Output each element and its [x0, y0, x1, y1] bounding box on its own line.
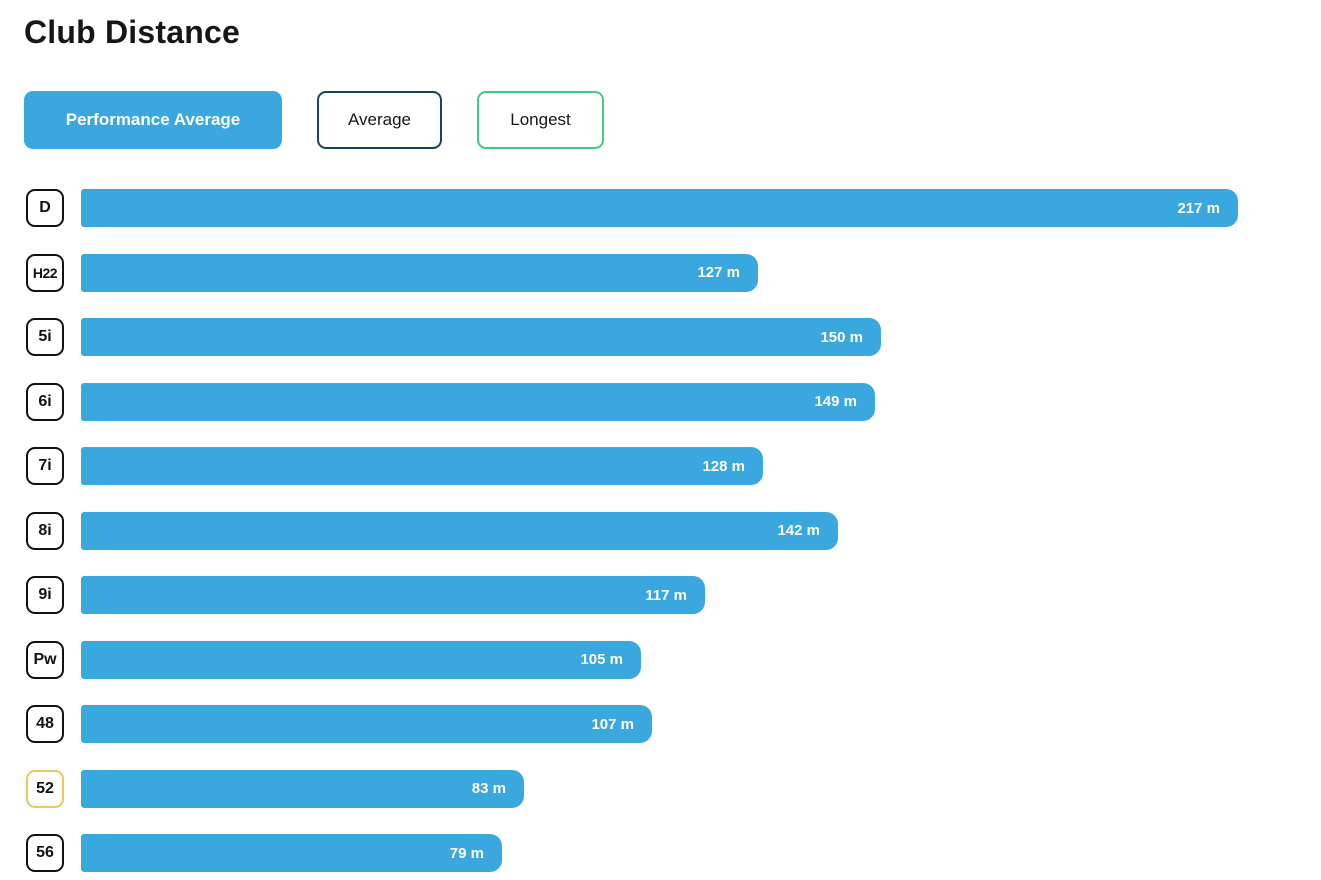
- filter-buttons: Performance Average Average Longest: [24, 91, 1321, 149]
- bar-track: 105 m: [81, 640, 1321, 679]
- bar-track: 117 m: [81, 576, 1321, 614]
- chart-row-d: D 217 m: [0, 189, 1321, 227]
- club-label-h22[interactable]: H22: [26, 253, 64, 292]
- chart-row-7i: 7i 128 m: [0, 447, 1321, 485]
- average-button[interactable]: Average: [317, 91, 442, 149]
- chart-row-h22: H22 127 m: [0, 253, 1321, 292]
- distance-bar-5i[interactable]: 150 m: [81, 318, 881, 356]
- bar-track: 217 m: [81, 189, 1321, 227]
- bar-value-label: 79 m: [449, 844, 484, 862]
- bar-value-label: 107 m: [591, 715, 634, 733]
- chart-row-9i: 9i 117 m: [0, 576, 1321, 614]
- club-label-9i[interactable]: 9i: [26, 576, 64, 614]
- bar-value-label: 217 m: [1177, 199, 1220, 217]
- club-label-d[interactable]: D: [26, 189, 64, 227]
- club-label-52[interactable]: 52: [26, 769, 64, 808]
- longest-button[interactable]: Longest: [477, 91, 604, 149]
- chart-row-8i: 8i 142 m: [0, 511, 1321, 550]
- distance-bar-d[interactable]: 217 m: [81, 189, 1238, 227]
- club-label-8i[interactable]: 8i: [26, 511, 64, 550]
- bar-track: 149 m: [81, 382, 1321, 421]
- chart-row-56: 56 79 m: [0, 834, 1321, 872]
- distance-bar-6i[interactable]: 149 m: [81, 382, 875, 421]
- distance-bar-48[interactable]: 107 m: [81, 705, 652, 743]
- bar-track: 128 m: [81, 447, 1321, 485]
- distance-bar-56[interactable]: 79 m: [81, 834, 502, 872]
- bar-value-label: 117 m: [645, 586, 687, 604]
- club-label-7i[interactable]: 7i: [26, 447, 64, 485]
- bar-track: 127 m: [81, 253, 1321, 292]
- club-label-56[interactable]: 56: [26, 834, 64, 872]
- club-distance-chart: D 217 m H22 127 m 5i 150 m 6i 149 m 7i 128 m 8i 142…: [0, 189, 1321, 872]
- distance-bar-7i[interactable]: 128 m: [81, 447, 763, 485]
- bar-value-label: 105 m: [580, 651, 623, 668]
- club-label-pw[interactable]: Pw: [26, 640, 64, 679]
- bar-track: 107 m: [81, 705, 1321, 743]
- bar-track: 150 m: [81, 318, 1321, 356]
- chart-row-52: 52 83 m: [0, 769, 1321, 808]
- bar-value-label: 128 m: [702, 457, 745, 475]
- bar-track: 142 m: [81, 511, 1321, 550]
- bar-value-label: 142 m: [777, 522, 820, 539]
- chart-row-5i: 5i 150 m: [0, 318, 1321, 356]
- page-title: Club Distance: [24, 14, 240, 50]
- distance-bar-52[interactable]: 83 m: [81, 769, 524, 808]
- bar-value-label: 149 m: [814, 393, 857, 410]
- distance-bar-9i[interactable]: 117 m: [81, 576, 705, 614]
- performance-average-button[interactable]: Performance Average: [24, 91, 282, 149]
- chart-row-pw: Pw 105 m: [0, 640, 1321, 679]
- club-label-48[interactable]: 48: [26, 705, 64, 743]
- bar-value-label: 150 m: [820, 328, 863, 346]
- distance-bar-8i[interactable]: 142 m: [81, 511, 838, 550]
- distance-bar-pw[interactable]: 105 m: [81, 640, 641, 679]
- bar-track: 79 m: [81, 834, 1321, 872]
- chart-row-48: 48 107 m: [0, 705, 1321, 743]
- club-label-5i[interactable]: 5i: [26, 318, 64, 356]
- distance-bar-h22[interactable]: 127 m: [81, 253, 758, 292]
- chart-row-6i: 6i 149 m: [0, 382, 1321, 421]
- bar-track: 83 m: [81, 769, 1321, 808]
- bar-value-label: 83 m: [471, 780, 506, 797]
- bar-value-label: 127 m: [697, 264, 740, 281]
- club-label-6i[interactable]: 6i: [26, 382, 64, 421]
